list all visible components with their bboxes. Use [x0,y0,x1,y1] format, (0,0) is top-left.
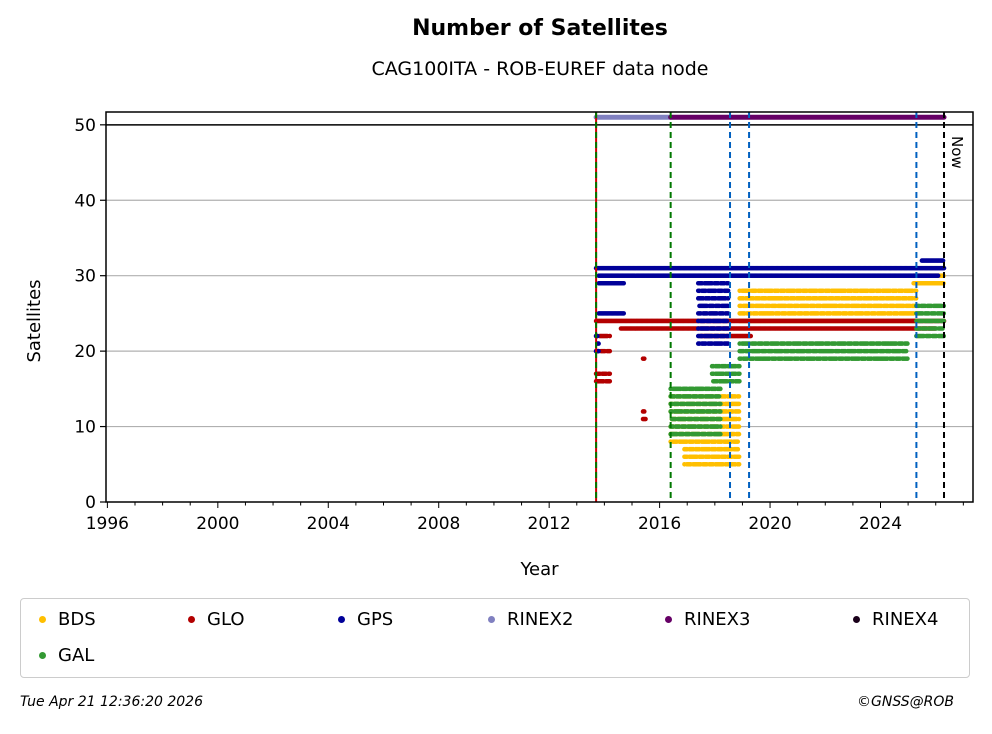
y-axis-label: Satellites [24,279,45,362]
legend-label: RINEX2 [507,609,574,630]
y-tick-label: 10 [74,418,96,438]
legend: BDS GLO GPS RINEX2 RINEX3 RINEX4 GAL [20,598,970,678]
legend-item-rinex4: RINEX4 [853,609,938,630]
data-point-bds [736,461,742,467]
data-point-bds [736,416,742,422]
x-tick-label: 2012 [528,514,571,534]
data-point-bds [736,424,742,429]
data-point-gps [725,288,731,294]
legend-item-glo: GLO [188,609,245,630]
legend-label: BDS [58,609,96,630]
x-axis-label: Year [519,559,559,580]
chart-title: Number of Satellites [412,16,668,41]
data-point-glo [607,371,613,377]
data-point-gal [905,341,910,346]
legend-marker [338,616,345,623]
data-point-bds [736,454,742,460]
legend-marker [665,616,672,623]
data-point-gal [903,348,909,354]
data-point-glo [607,333,613,339]
data-point-glo [643,416,648,422]
data-point-bds [735,439,741,444]
y-tick-label: 30 [74,267,96,287]
data-point-gal [905,356,910,361]
legend-item-gps: GPS [338,609,393,630]
legend-item-gal: GAL [39,645,94,666]
credit: ©GNSS@ROB [857,694,954,710]
legend-label: RINEX3 [684,609,751,630]
data-point-gps [621,280,627,286]
data-point-gps [941,265,947,271]
data-point-bds [913,288,919,294]
data-point-glo [641,356,647,361]
data-point-gal [737,371,742,377]
data-point-gal [737,379,742,384]
x-tick-label: 1996 [86,514,129,534]
data-point-bds [736,401,742,407]
data-point-gal [718,386,723,392]
data-point-gps [621,311,627,316]
legend-item-rinex3: RINEX3 [665,609,750,630]
timestamp: Tue Apr 21 12:36:20 2026 [20,694,203,710]
data-point-gal [718,424,723,429]
data-point-glo [607,379,613,384]
data-point-gal [716,394,722,399]
data-point-gal [718,409,723,414]
data-point-bds [736,394,742,399]
data-point-glo [607,348,613,354]
legend-item-rinex2: RINEX2 [488,609,573,630]
y-tick-label: 20 [74,342,96,362]
data-point-bds [736,409,742,414]
axes-frame [105,111,974,503]
x-tick-label: 2000 [196,514,239,534]
legend-marker [188,616,195,623]
x-tick-label: 2024 [859,514,902,534]
data-point-gps [596,341,601,346]
legend-item-bds: BDS [39,609,96,630]
y-tick-label: 40 [74,191,96,211]
legend-marker [488,616,495,623]
data-point-gps [724,318,730,324]
data-point-gal [718,431,723,437]
data-point-gal [718,416,723,422]
x-tick-label: 2004 [307,514,350,534]
y-tick-label: 50 [74,116,96,136]
data-point-gal [718,401,723,407]
legend-label: GLO [207,609,245,630]
legend-label: GAL [58,645,95,666]
data-point-bds [736,431,742,437]
legend-marker [853,616,860,623]
data-point-bds [735,446,741,452]
data-point-gps [935,273,941,278]
legend-label: GPS [357,609,394,630]
data-point-glo [641,409,647,414]
data-point-gps [940,258,946,263]
data-point-gps [596,348,601,354]
legend-marker [39,652,46,659]
legend-label: RINEX4 [872,609,939,630]
x-tick-label: 2016 [638,514,681,534]
legend-marker [39,616,46,623]
now-label: Now [948,136,966,169]
x-tick-label: 2020 [748,514,791,534]
chart-subtitle: CAG100ITA - ROB-EUREF data node [371,58,709,80]
y-tick-label: 0 [85,493,96,513]
x-tick-label: 2008 [417,514,460,534]
data-point-gal [737,363,742,369]
plot-area: 0 10 20 30 40 50 1996 2000 2004 2008 2012 2016 2020 2… [24,111,974,580]
